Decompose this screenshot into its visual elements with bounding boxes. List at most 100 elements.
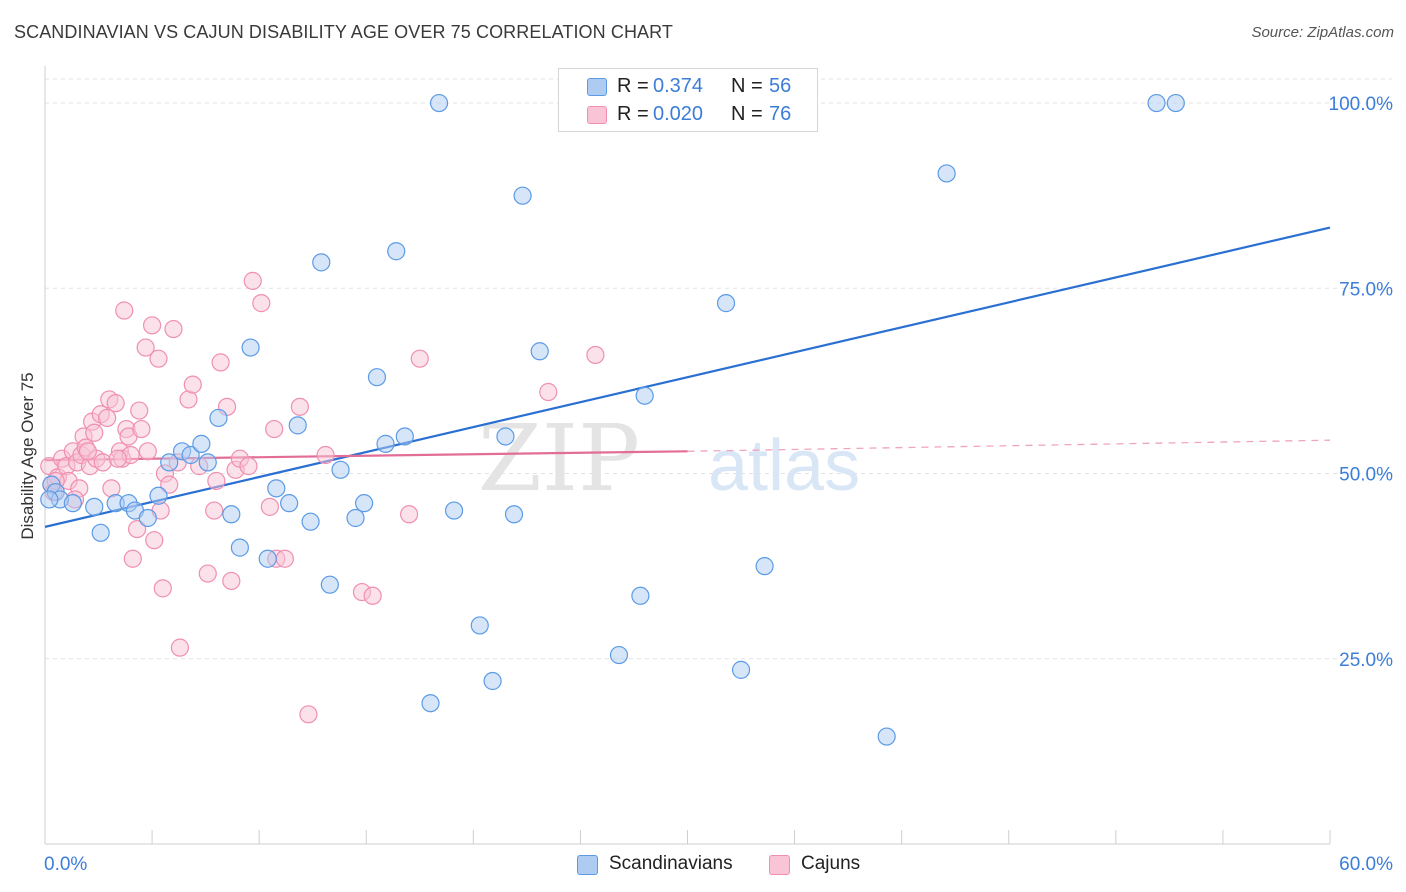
point-cajuns: [239, 457, 258, 476]
point-scandinavians: [877, 727, 896, 746]
point-scandinavians: [635, 386, 654, 405]
point-scandinavians: [937, 164, 956, 183]
point-scandinavians: [496, 427, 515, 446]
legend-label-cajuns: Cajuns: [801, 853, 861, 874]
point-cajuns: [252, 294, 271, 313]
point-cajuns: [108, 449, 127, 468]
point-scandinavians: [280, 494, 299, 513]
x-tick-label: 0.0%: [44, 854, 87, 875]
point-cajuns: [153, 579, 172, 598]
point-cajuns: [260, 497, 279, 516]
points-layer: [40, 93, 1185, 746]
point-cajuns: [145, 531, 164, 550]
point-cajuns: [265, 419, 284, 439]
point-scandinavians: [181, 445, 200, 465]
point-scandinavians: [222, 505, 241, 524]
legend-swatch-cajuns: [769, 855, 790, 875]
point-cajuns: [85, 423, 104, 442]
point-scandinavians: [513, 186, 532, 205]
point-cajuns: [539, 382, 558, 402]
point-scandinavians: [85, 497, 104, 516]
point-scandinavians: [192, 434, 211, 453]
point-scandinavians: [138, 508, 157, 528]
y-tick-label: 50.0%: [1339, 465, 1393, 486]
point-scandinavians: [470, 616, 489, 635]
point-cajuns: [130, 401, 149, 420]
point-cajuns: [410, 349, 429, 368]
point-scandinavians: [444, 501, 464, 520]
point-scandinavians: [755, 557, 774, 576]
point-scandinavians: [320, 575, 339, 594]
point-scandinavians: [355, 494, 374, 513]
watermark-atlas: atlas: [708, 426, 860, 506]
point-cajuns: [106, 394, 125, 413]
legend-item-cajuns[interactable]: Cajuns: [769, 852, 879, 876]
legend-n-label: N =: [731, 75, 763, 97]
point-cajuns: [93, 453, 112, 472]
point-scandinavians: [241, 338, 260, 357]
point-scandinavians: [230, 538, 249, 557]
chart-title: SCANDINAVIAN VS CAJUN DISABILITY AGE OVE…: [14, 22, 674, 42]
point-scandinavians: [395, 427, 414, 446]
point-cajuns: [123, 549, 142, 568]
point-cajuns: [138, 442, 157, 461]
trend-layer: [44, 226, 1331, 528]
axis-layer: [44, 66, 1331, 845]
point-scandinavians: [312, 253, 331, 272]
legend-swatch-scandinavians: [577, 855, 598, 875]
trendline-scandinavians: [44, 226, 1331, 528]
point-scandinavians: [504, 505, 524, 524]
point-scandinavians: [160, 453, 179, 472]
legend-bottom: Scandinavians Cajuns: [0, 852, 1406, 878]
legend-r-label: R =: [617, 75, 649, 97]
point-cajuns: [170, 638, 190, 657]
point-scandinavians: [1147, 93, 1166, 113]
point-scandinavians: [301, 512, 320, 531]
point-cajuns: [142, 316, 162, 335]
point-cajuns: [115, 301, 134, 320]
y-tick-label: 25.0%: [1339, 650, 1393, 671]
point-cajuns: [399, 505, 419, 524]
point-scandinavians: [63, 494, 82, 513]
point-cajuns: [211, 353, 230, 372]
point-cajuns: [78, 442, 97, 461]
point-scandinavians: [331, 460, 350, 479]
point-cajuns: [586, 345, 605, 365]
legend-n-value: 56: [769, 75, 792, 97]
point-scandinavians: [376, 434, 395, 453]
y-tick-label: 100.0%: [1329, 94, 1394, 115]
legend-row-cajuns: R = 0.020 N = 76: [559, 101, 817, 127]
legend-r-label: R =: [617, 103, 649, 125]
point-scandinavians: [91, 523, 110, 542]
point-cajuns: [127, 519, 147, 539]
chart-source: Source: ZipAtlas.com: [1251, 24, 1394, 41]
point-cajuns: [164, 319, 183, 339]
point-scandinavians: [40, 490, 59, 509]
point-cajuns: [149, 349, 168, 368]
point-scandinavians: [209, 408, 228, 428]
point-scandinavians: [258, 549, 277, 568]
point-cajuns: [98, 408, 117, 428]
legend-item-scandinavians[interactable]: Scandinavians: [577, 852, 747, 876]
point-cajuns: [275, 549, 294, 568]
point-cajuns: [222, 571, 241, 591]
point-cajuns: [160, 475, 179, 494]
y-tick-label: 75.0%: [1339, 279, 1393, 300]
point-cajuns: [299, 705, 318, 724]
legend-n-value: 76: [769, 103, 792, 125]
legend-n-label: N =: [731, 103, 763, 125]
point-cajuns: [198, 564, 217, 583]
legend-swatch-scandinavians: [587, 78, 607, 96]
legend-r-value: 0.020: [653, 103, 704, 125]
point-scandinavians: [198, 453, 217, 472]
watermark-zip: ZIP: [478, 405, 640, 512]
point-scandinavians: [609, 645, 629, 665]
legend-r-value: 0.374: [653, 75, 704, 97]
point-scandinavians: [288, 416, 307, 435]
point-scandinavians: [483, 671, 502, 691]
point-scandinavians: [429, 93, 449, 113]
watermark-layer: ZIP atlas: [478, 405, 860, 512]
point-scandinavians: [367, 368, 387, 387]
point-cajuns: [290, 397, 309, 416]
point-cajuns: [207, 471, 226, 491]
